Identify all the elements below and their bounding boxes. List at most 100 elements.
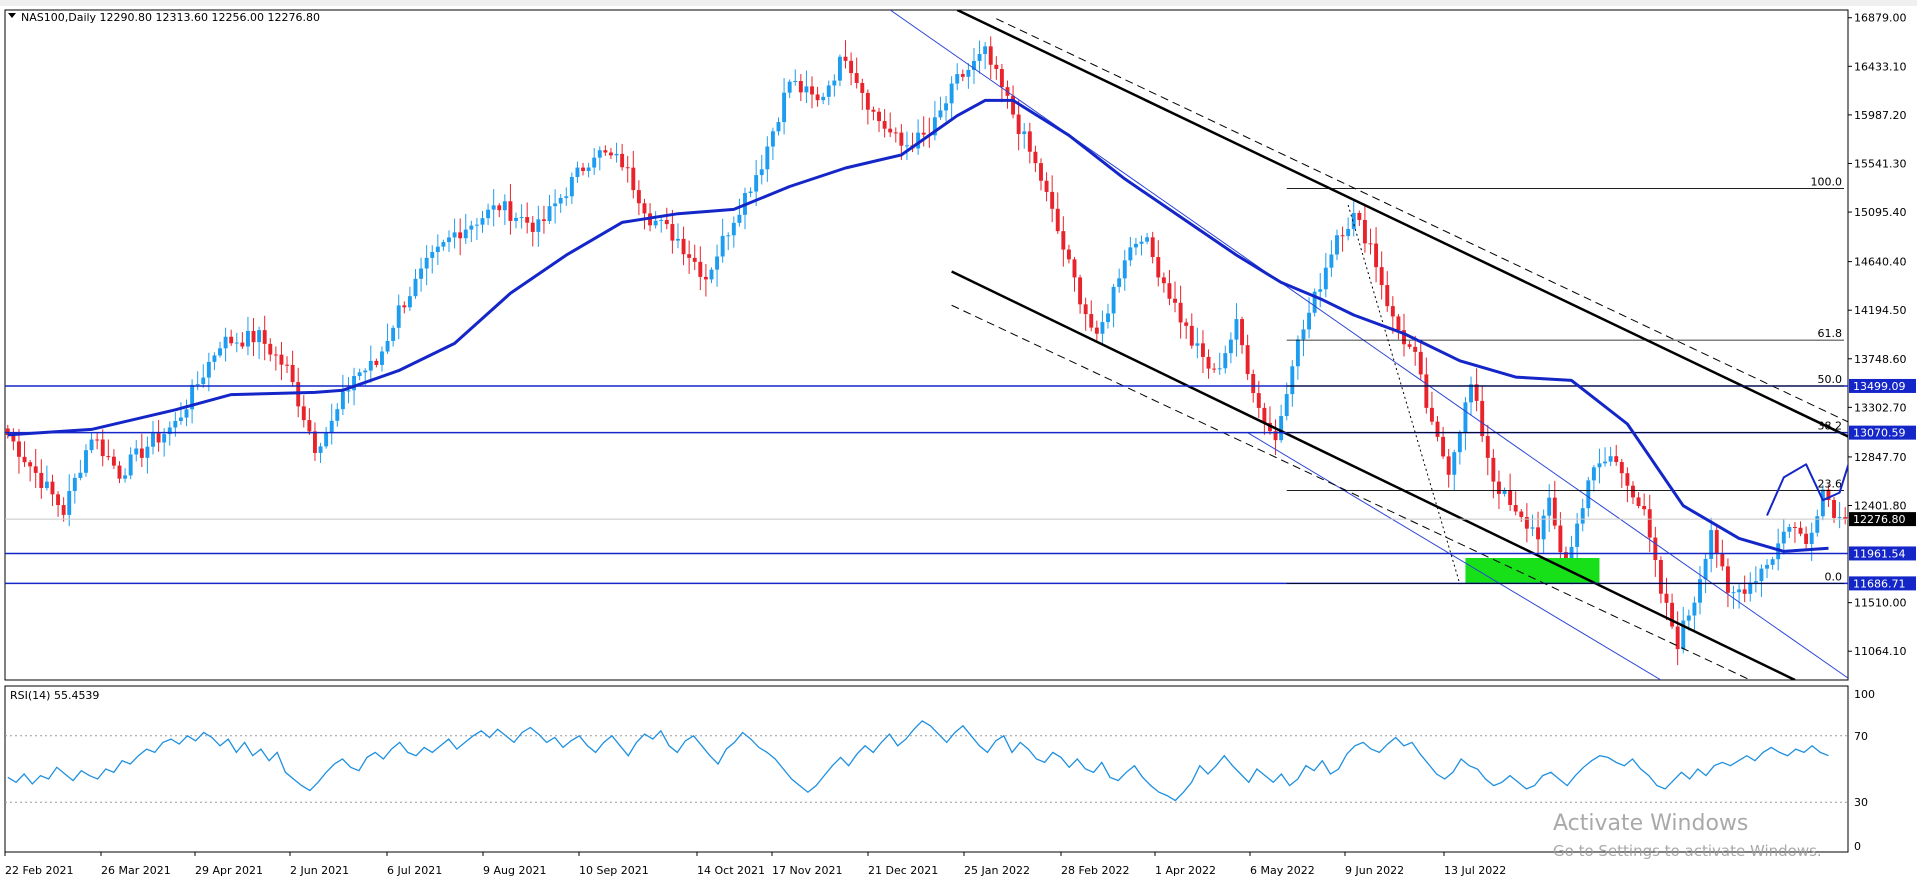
channel-dashed-line[interactable] xyxy=(951,304,1751,680)
candle xyxy=(798,74,803,102)
candle xyxy=(1279,404,1284,443)
candle xyxy=(106,439,111,461)
candle xyxy=(1156,240,1161,287)
candle xyxy=(380,346,384,372)
candle xyxy=(1457,430,1462,465)
candle xyxy=(17,429,21,474)
candle xyxy=(1295,335,1300,380)
candle xyxy=(692,244,697,271)
candle xyxy=(1446,449,1451,488)
candle xyxy=(1832,496,1836,523)
candle xyxy=(1731,585,1736,609)
candle xyxy=(1513,491,1518,516)
candle xyxy=(402,301,407,314)
candle xyxy=(1753,566,1758,593)
candle xyxy=(1044,172,1049,202)
candle xyxy=(234,332,239,353)
candle xyxy=(28,459,33,482)
level-price-tag xyxy=(1849,378,1916,393)
candle xyxy=(1016,100,1021,151)
thin-channel-line[interactable] xyxy=(1247,432,1662,680)
drawings-group: 100.0 61.8 50.0 38.2 23.6 0.0 xyxy=(5,10,1917,680)
candle xyxy=(1804,526,1809,549)
candle xyxy=(1670,593,1675,630)
candle xyxy=(279,341,284,381)
candle xyxy=(346,377,351,404)
channel-line[interactable] xyxy=(951,270,1796,680)
thin-channel-line[interactable] xyxy=(889,10,1851,680)
candle xyxy=(1340,226,1345,252)
candle xyxy=(1385,271,1390,312)
rsi-line[interactable] xyxy=(7,720,1829,802)
level-price-tag-text: 11961.54 xyxy=(1853,547,1906,560)
candle xyxy=(1066,244,1071,264)
candle xyxy=(1798,521,1803,537)
candle xyxy=(1703,553,1708,594)
candle xyxy=(815,86,820,107)
candle xyxy=(1636,492,1641,509)
time-axis[interactable]: 22 Feb 2021 26 Mar 2021 29 Apr 2021 2 Jun 2… xyxy=(4,852,1506,877)
candle xyxy=(218,341,222,358)
candle xyxy=(994,56,999,80)
candle xyxy=(759,154,764,185)
candle xyxy=(1139,235,1144,256)
candle xyxy=(614,142,619,163)
candle xyxy=(1245,334,1250,381)
candle xyxy=(877,107,881,133)
candle xyxy=(787,79,792,98)
channel-dashed-line[interactable] xyxy=(996,18,1917,577)
candle xyxy=(1027,122,1032,164)
candle xyxy=(329,403,334,445)
candle xyxy=(1357,210,1362,227)
candle xyxy=(156,420,161,452)
support-zone[interactable] xyxy=(1465,557,1600,584)
candle xyxy=(195,371,200,391)
candle xyxy=(1698,566,1702,615)
candle xyxy=(547,194,552,224)
projection-arrow[interactable] xyxy=(1766,422,1884,516)
dotted-trend-line[interactable] xyxy=(1347,204,1461,585)
candle xyxy=(1597,448,1602,484)
candle xyxy=(1217,352,1222,375)
candle xyxy=(452,218,457,249)
candle xyxy=(257,326,262,360)
candle xyxy=(581,162,585,176)
candle xyxy=(1122,249,1127,291)
candle xyxy=(1178,285,1183,339)
candle xyxy=(502,194,507,225)
candle xyxy=(318,442,323,464)
candle xyxy=(56,491,61,517)
candle xyxy=(1524,503,1529,543)
candle xyxy=(1351,199,1356,237)
moving-average-line[interactable] xyxy=(7,98,1829,553)
candle xyxy=(1625,467,1630,503)
candle xyxy=(72,473,77,504)
candle xyxy=(491,189,496,227)
candle xyxy=(1792,522,1797,543)
chart-menu-icon[interactable] xyxy=(8,13,16,18)
candle xyxy=(1133,237,1138,256)
candle xyxy=(290,350,295,387)
candle xyxy=(1418,340,1423,380)
candle xyxy=(541,205,546,234)
candle xyxy=(447,230,451,252)
candle xyxy=(960,69,965,82)
fib-level-label: 0.0 xyxy=(1825,570,1843,583)
channel-line[interactable] xyxy=(956,10,1917,593)
candle xyxy=(1256,380,1261,418)
candle xyxy=(681,226,686,266)
price-axis[interactable]: 16879.00 16433.10 15987.20 15541.30 15095.40… xyxy=(1848,12,1916,658)
candle xyxy=(1575,513,1580,563)
rsi-tick-label: 30 xyxy=(1854,796,1868,809)
candle xyxy=(223,327,228,362)
candle xyxy=(1826,484,1831,507)
candle xyxy=(396,294,401,340)
candle xyxy=(636,180,641,216)
candle xyxy=(1240,316,1244,354)
candle xyxy=(89,432,94,454)
candle xyxy=(558,193,563,213)
candle xyxy=(687,240,692,274)
candle xyxy=(932,100,937,141)
